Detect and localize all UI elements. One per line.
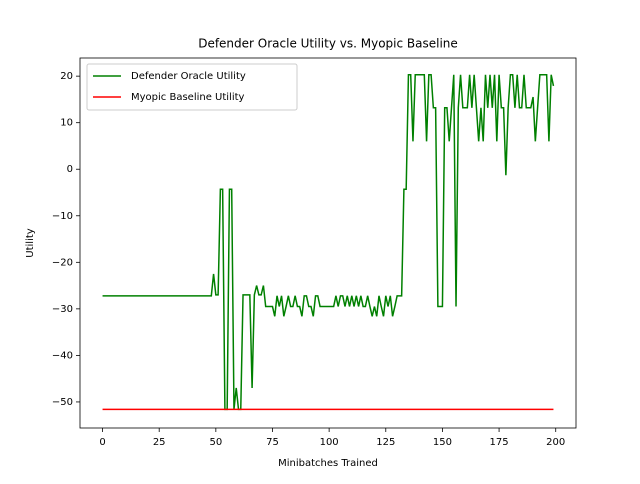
x-tick-label: 75 bbox=[266, 437, 279, 448]
chart-title: Defender Oracle Utility vs. Myopic Basel… bbox=[198, 37, 458, 51]
y-tick-label: −30 bbox=[52, 304, 73, 315]
y-tick-label: −50 bbox=[52, 397, 73, 408]
y-tick-label: 20 bbox=[60, 71, 73, 82]
data-line bbox=[102, 74, 555, 411]
x-tick-label: 50 bbox=[209, 437, 222, 448]
y-tick-label: 10 bbox=[60, 118, 73, 129]
x-tick-label: 175 bbox=[490, 437, 509, 448]
plot-frame bbox=[79, 57, 577, 429]
y-tick-label: 0 bbox=[67, 164, 73, 175]
x-tick-label: 0 bbox=[99, 437, 105, 448]
x-tick-label: 200 bbox=[546, 437, 565, 448]
y-tick-label: −20 bbox=[52, 257, 73, 268]
legend-label: Defender Oracle Utility bbox=[131, 71, 246, 82]
x-tick-label: 125 bbox=[376, 437, 395, 448]
y-tick-label: −40 bbox=[52, 350, 73, 361]
legend-box bbox=[86, 63, 298, 111]
legend-label: Myopic Baseline Utility bbox=[131, 92, 245, 103]
x-tick-label: 150 bbox=[433, 437, 452, 448]
x-tick-label: 100 bbox=[320, 437, 339, 448]
x-tick-label: 25 bbox=[153, 437, 166, 448]
x-axis-label: Minibatches Trained bbox=[278, 458, 378, 469]
y-axis-label: Utility bbox=[25, 228, 36, 257]
y-tick-label: −10 bbox=[52, 211, 73, 222]
